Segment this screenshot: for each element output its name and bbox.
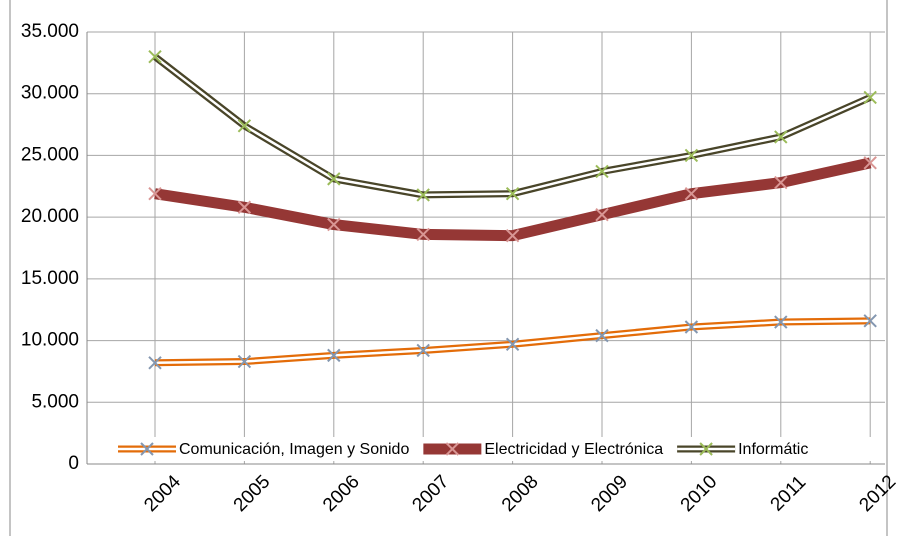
marker bbox=[595, 328, 609, 343]
marker bbox=[327, 217, 341, 232]
legend-label: Electricidad y Electrónica bbox=[484, 441, 663, 458]
marker bbox=[505, 337, 520, 351]
marker bbox=[327, 348, 341, 363]
marker bbox=[595, 207, 609, 222]
legend-label: Informátic bbox=[738, 441, 808, 458]
legend: Comunicación, Imagen y Sonido Electricida… bbox=[112, 437, 885, 461]
marker bbox=[684, 320, 699, 334]
y-tick-label: 30.000 bbox=[21, 83, 79, 104]
y-tick-label: 15.000 bbox=[21, 268, 79, 289]
marker bbox=[774, 175, 788, 190]
marker bbox=[505, 186, 520, 201]
marker bbox=[863, 90, 877, 105]
marker bbox=[774, 315, 788, 329]
y-tick-label: 0 bbox=[68, 453, 79, 474]
marker bbox=[148, 49, 162, 64]
marker bbox=[148, 356, 162, 370]
marker bbox=[237, 354, 252, 369]
marker bbox=[863, 314, 877, 328]
marker bbox=[148, 186, 162, 201]
y-tick-label: 20.000 bbox=[21, 206, 79, 227]
legend-label: Comunicación, Imagen y Sonido bbox=[179, 441, 409, 458]
marker bbox=[774, 130, 788, 144]
marker bbox=[595, 164, 609, 179]
legend-marker bbox=[699, 442, 713, 456]
marker bbox=[237, 119, 252, 133]
marker bbox=[416, 343, 430, 358]
marker bbox=[684, 148, 699, 163]
marker bbox=[416, 227, 430, 242]
marker bbox=[416, 188, 430, 202]
y-tick-label: 5.000 bbox=[31, 391, 79, 412]
y-tick-label: 25.000 bbox=[21, 144, 79, 165]
marker bbox=[505, 228, 520, 243]
legend-marker bbox=[140, 442, 154, 456]
y-tick-label: 35.000 bbox=[21, 21, 79, 42]
marker bbox=[684, 186, 699, 201]
marker bbox=[327, 172, 341, 186]
marker bbox=[863, 156, 877, 170]
legend-bg bbox=[112, 437, 885, 461]
legend-marker bbox=[445, 442, 460, 456]
y-tick-label: 10.000 bbox=[21, 330, 79, 351]
marker bbox=[237, 200, 252, 214]
